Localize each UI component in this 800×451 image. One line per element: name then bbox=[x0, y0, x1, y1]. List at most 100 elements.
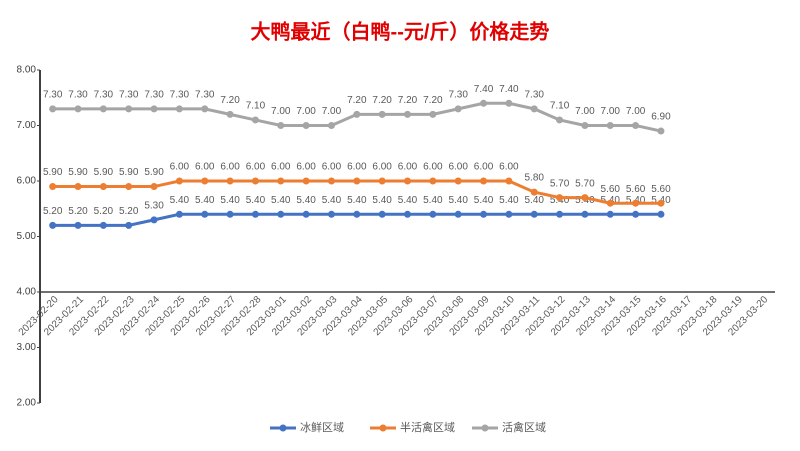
data-label: 5.30 bbox=[144, 200, 164, 211]
data-point bbox=[302, 177, 310, 185]
data-label: 5.60 bbox=[601, 184, 621, 195]
data-point bbox=[125, 221, 133, 229]
data-point bbox=[201, 105, 209, 113]
data-point bbox=[581, 210, 589, 218]
y-tick-label: 4.00 bbox=[17, 287, 37, 298]
data-point bbox=[150, 183, 158, 191]
data-label: 6.90 bbox=[651, 112, 671, 123]
data-label: 5.40 bbox=[423, 195, 443, 206]
data-point bbox=[429, 177, 437, 185]
data-point bbox=[378, 177, 386, 185]
data-point bbox=[429, 110, 437, 118]
data-point bbox=[657, 199, 665, 207]
data-label: 5.40 bbox=[499, 195, 519, 206]
data-point bbox=[125, 183, 133, 191]
data-label: 5.90 bbox=[144, 167, 164, 178]
legend-marker bbox=[279, 424, 287, 432]
data-label: 5.40 bbox=[524, 195, 544, 206]
data-label: 7.00 bbox=[271, 106, 291, 117]
data-point bbox=[353, 210, 361, 218]
data-label: 5.40 bbox=[322, 195, 342, 206]
data-point bbox=[505, 210, 513, 218]
data-point bbox=[530, 210, 538, 218]
data-label: 5.40 bbox=[246, 195, 266, 206]
data-label: 5.40 bbox=[296, 195, 316, 206]
data-point bbox=[99, 105, 107, 113]
chart-title: 大鸭最近（白鸭--元/斤）价格走势 bbox=[251, 19, 550, 43]
data-point bbox=[251, 177, 259, 185]
data-label: 6.00 bbox=[271, 162, 291, 173]
y-tick-label: 7.00 bbox=[17, 120, 37, 131]
data-point bbox=[581, 194, 589, 202]
data-point bbox=[353, 177, 361, 185]
data-label: 7.30 bbox=[119, 89, 139, 100]
data-label: 6.00 bbox=[423, 162, 443, 173]
data-label: 7.40 bbox=[499, 84, 519, 95]
data-point bbox=[454, 177, 462, 185]
data-point bbox=[175, 210, 183, 218]
data-point bbox=[226, 110, 234, 118]
data-point bbox=[74, 183, 82, 191]
legend-label: 冰鲜区域 bbox=[300, 420, 344, 434]
data-point bbox=[606, 199, 614, 207]
data-point bbox=[556, 210, 564, 218]
data-label: 5.20 bbox=[68, 206, 88, 217]
data-point bbox=[556, 116, 564, 124]
data-point bbox=[327, 177, 335, 185]
data-label: 7.20 bbox=[398, 95, 418, 106]
data-point bbox=[302, 122, 310, 129]
data-point bbox=[454, 105, 462, 113]
data-label: 6.00 bbox=[220, 162, 240, 173]
data-point bbox=[251, 210, 259, 218]
data-point bbox=[505, 99, 513, 107]
data-label: 5.40 bbox=[195, 195, 215, 206]
data-label: 7.10 bbox=[246, 101, 266, 112]
data-label: 7.20 bbox=[423, 95, 443, 106]
data-label: 5.70 bbox=[550, 178, 570, 189]
legend-marker bbox=[481, 424, 489, 432]
data-point bbox=[125, 105, 133, 113]
data-point bbox=[530, 188, 538, 196]
data-point bbox=[49, 221, 57, 229]
legend-label: 半活禽区域 bbox=[400, 420, 455, 434]
data-point bbox=[480, 210, 488, 218]
data-point bbox=[226, 177, 234, 185]
data-point bbox=[632, 122, 640, 129]
data-label: 5.40 bbox=[347, 195, 367, 206]
data-label: 5.90 bbox=[68, 167, 88, 178]
data-point bbox=[480, 99, 488, 107]
data-label: 7.30 bbox=[195, 89, 215, 100]
y-tick-label: 2.00 bbox=[17, 398, 37, 409]
data-point bbox=[454, 210, 462, 218]
data-point bbox=[606, 210, 614, 218]
legend-label: 活禽区域 bbox=[502, 420, 546, 434]
data-label: 7.00 bbox=[626, 106, 646, 117]
data-label: 6.00 bbox=[448, 162, 468, 173]
data-point bbox=[175, 177, 183, 185]
data-label: 7.20 bbox=[372, 95, 392, 106]
data-point bbox=[353, 110, 361, 118]
data-label: 6.00 bbox=[347, 162, 367, 173]
data-label: 5.60 bbox=[626, 184, 646, 195]
data-point bbox=[201, 210, 209, 218]
data-point bbox=[49, 183, 57, 191]
data-label: 7.00 bbox=[575, 106, 595, 117]
data-label: 5.40 bbox=[271, 195, 291, 206]
data-point bbox=[632, 199, 640, 207]
data-label: 5.40 bbox=[170, 195, 190, 206]
y-tick-label: 3.00 bbox=[17, 342, 37, 353]
data-point bbox=[175, 105, 183, 113]
data-label: 7.30 bbox=[524, 89, 544, 100]
data-label: 5.40 bbox=[448, 195, 468, 206]
data-point bbox=[581, 122, 589, 129]
data-label: 5.40 bbox=[372, 195, 392, 206]
data-point bbox=[99, 183, 107, 191]
y-tick-label: 5.00 bbox=[17, 231, 37, 242]
data-point bbox=[302, 210, 310, 218]
data-label: 7.10 bbox=[550, 101, 570, 112]
data-label: 7.20 bbox=[220, 95, 240, 106]
y-tick-label: 6.00 bbox=[17, 176, 37, 187]
data-label: 5.80 bbox=[524, 173, 544, 184]
data-point bbox=[49, 105, 57, 113]
data-point bbox=[632, 210, 640, 218]
